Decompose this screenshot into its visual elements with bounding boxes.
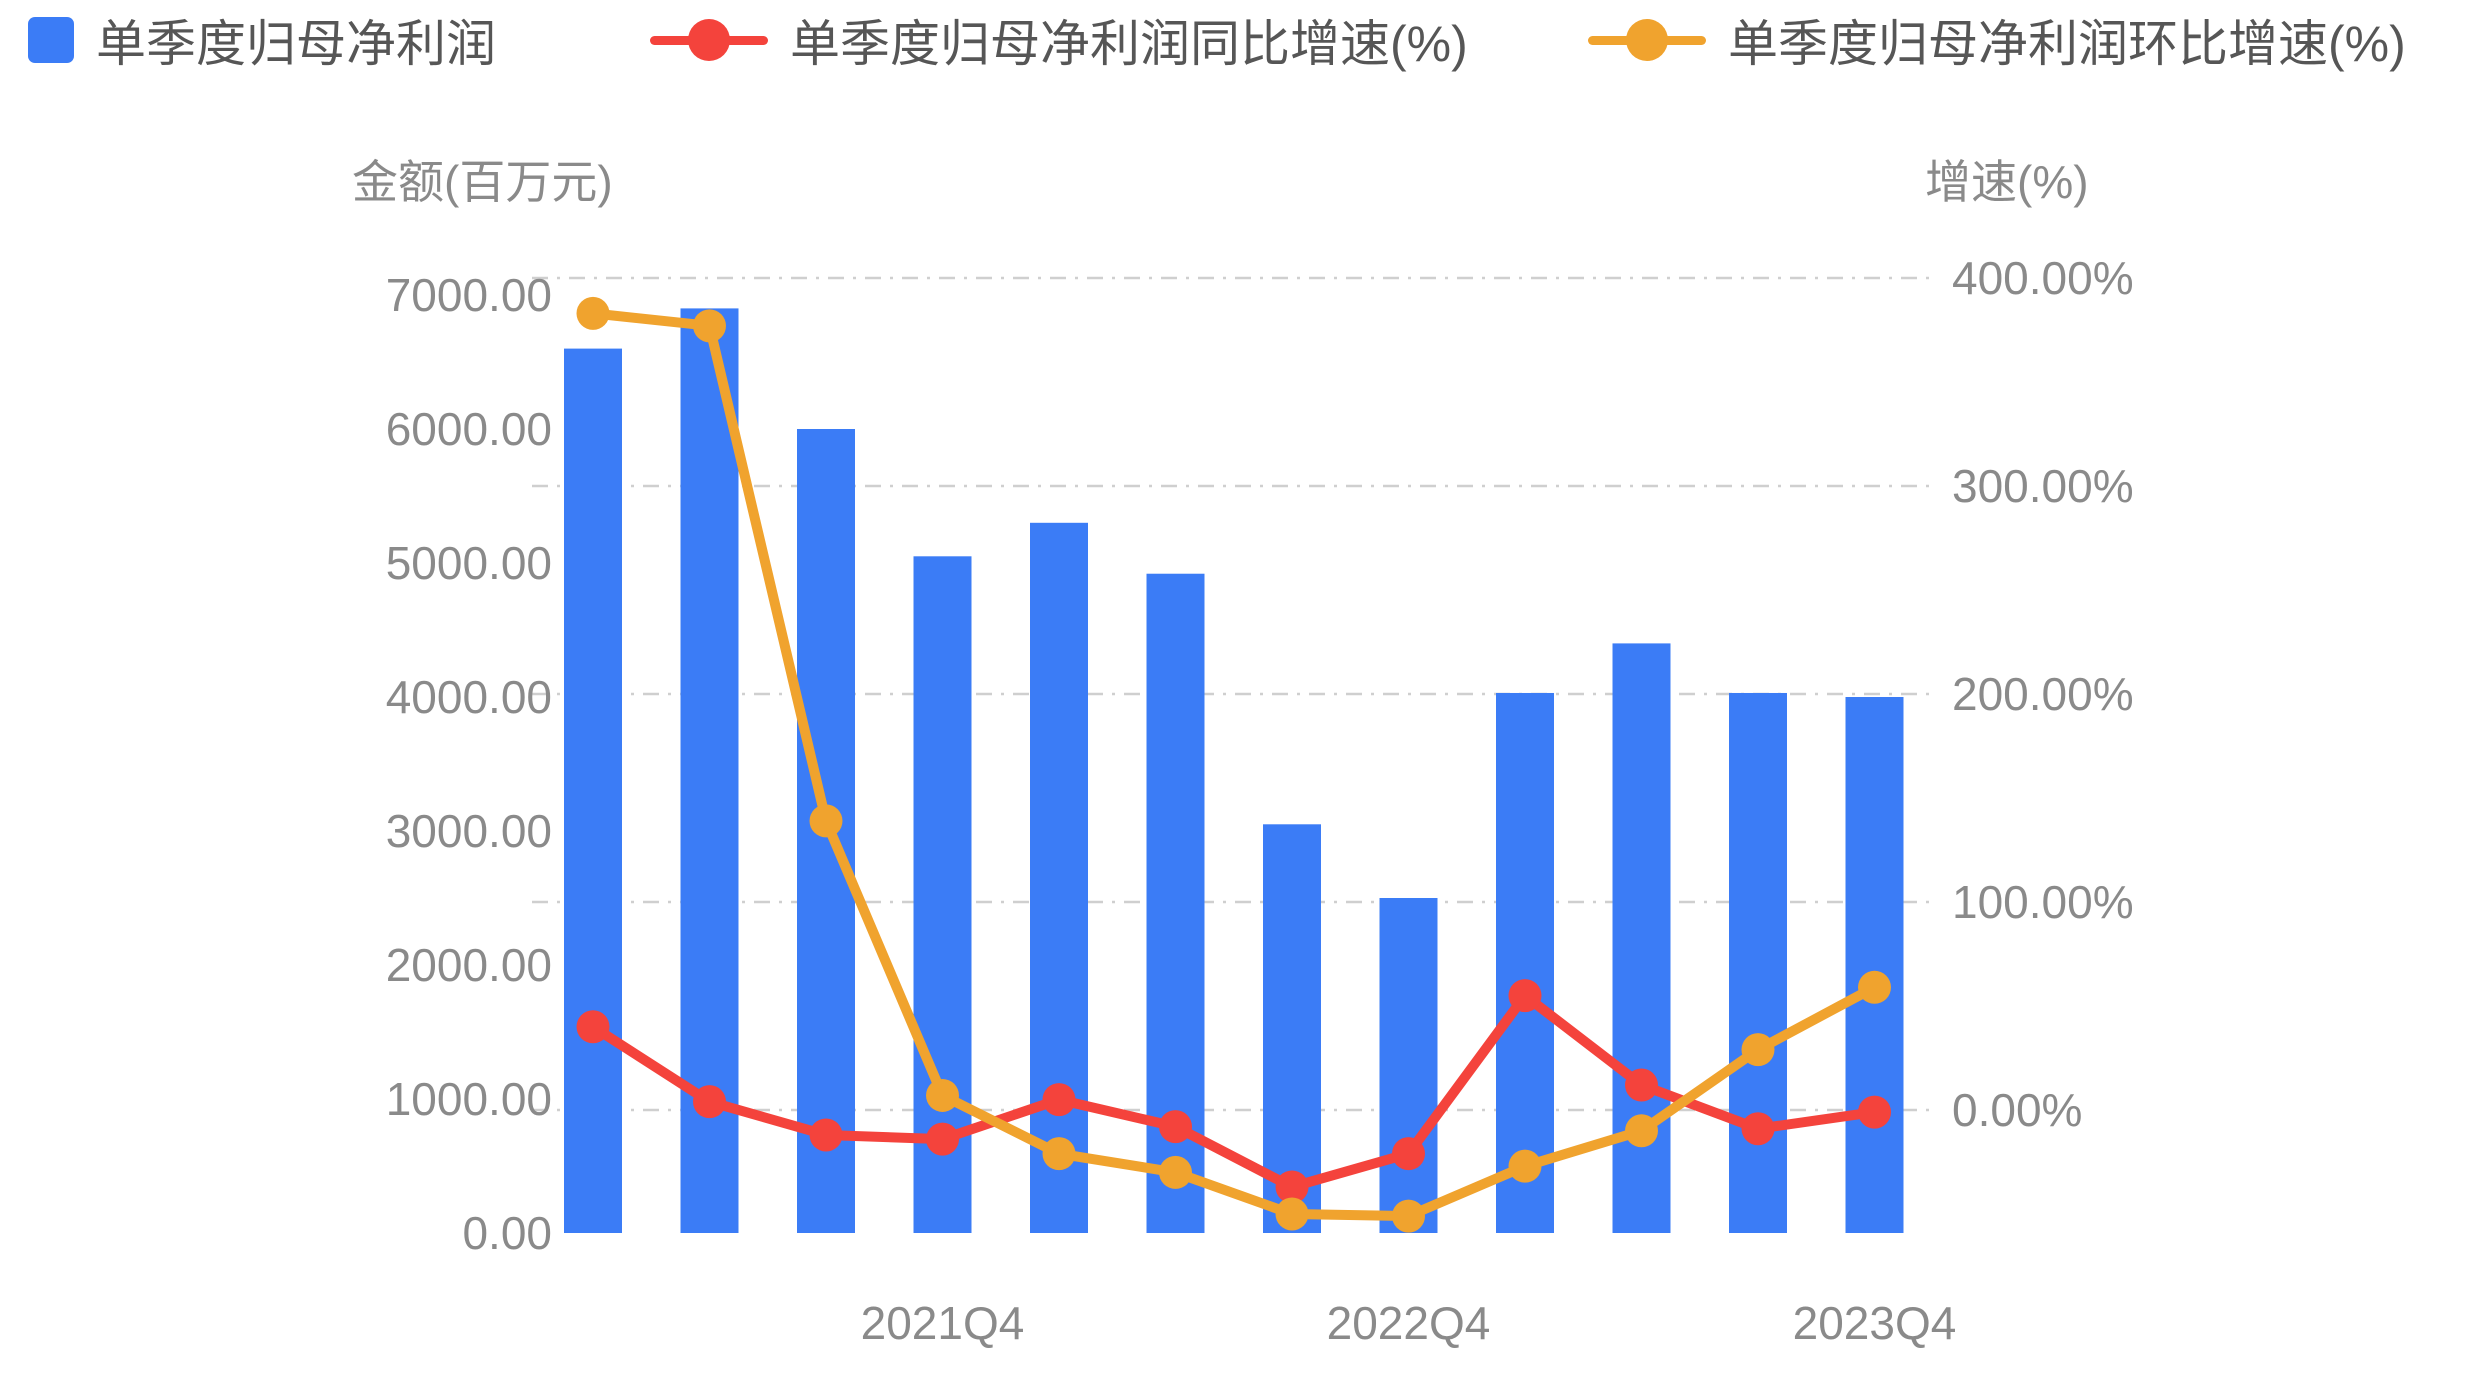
- qoq-marker-2021Q1: [576, 296, 610, 330]
- left-axis-tick-label: 7000.00: [385, 269, 552, 321]
- bar-2022Q3: [1263, 824, 1321, 1233]
- legend-label: 单季度归母净利润环比增速(%): [1728, 16, 2406, 72]
- qoq-marker-2021Q4: [926, 1078, 959, 1112]
- right-axis-tick-label: 200.00%: [1952, 668, 2134, 720]
- bar-2022Q1: [1030, 522, 1088, 1233]
- yoy-marker-2022Q3: [1275, 1170, 1309, 1204]
- left-axis-tick-label: 3000.00: [385, 805, 552, 857]
- qoq-marker-2021Q2: [693, 309, 726, 343]
- line-marker-icon: [650, 17, 768, 63]
- right-axis-tick-label: 100.00%: [1952, 876, 2134, 928]
- bar-2021Q4: [913, 556, 972, 1233]
- bar-2023Q1: [1496, 692, 1554, 1233]
- x-axis-tick-label: 2021Q4: [860, 1297, 1025, 1349]
- left-axis-tick-label: 5000.00: [385, 537, 552, 589]
- bar-2023Q4: [1845, 697, 1904, 1233]
- yoy-marker-2021Q4: [926, 1122, 959, 1156]
- bar-series-swatch-icon: [28, 17, 74, 63]
- right-axis-tick-label: 400.00%: [1952, 252, 2134, 304]
- bar-2023Q3: [1729, 692, 1787, 1233]
- qoq-marker-2022Q4: [1392, 1199, 1425, 1233]
- bar-2021Q1: [564, 348, 622, 1234]
- left-axis-tick-label: 1000.00: [385, 1073, 552, 1125]
- legend-item-yoy-growth[interactable]: 单季度归母净利润同比增速(%): [650, 14, 1468, 72]
- legend-item-net-profit[interactable]: 单季度归母净利润: [28, 14, 496, 72]
- yoy-marker-2023Q4: [1858, 1095, 1891, 1129]
- bar-2021Q2: [680, 308, 739, 1233]
- right-axis-tick-label: 0.00%: [1952, 1084, 2083, 1136]
- right-axis-tick-label: 300.00%: [1952, 460, 2134, 512]
- qoq-marker-2022Q3: [1275, 1197, 1309, 1231]
- yoy-marker-2022Q1: [1042, 1083, 1076, 1117]
- qoq-marker-2023Q1: [1508, 1149, 1542, 1183]
- yoy-marker-2023Q3: [1741, 1112, 1775, 1146]
- left-axis-title: 金额(百万元): [352, 156, 613, 208]
- bar-2022Q4: [1379, 898, 1438, 1233]
- yoy-marker-2021Q1: [576, 1010, 610, 1044]
- qoq-marker-2023Q2: [1625, 1114, 1658, 1148]
- x-axis-tick-label: 2023Q4: [1792, 1297, 1957, 1349]
- legend-label: 单季度归母净利润: [96, 16, 496, 72]
- yoy-line: [588, 990, 1880, 1192]
- yoy-marker-2022Q4: [1392, 1137, 1425, 1171]
- x-axis-tick-label: 2022Q4: [1326, 1297, 1491, 1349]
- qoq-marker-2022Q1: [1042, 1137, 1076, 1171]
- qoq-marker-2022Q2: [1159, 1155, 1192, 1189]
- qoq-line: [588, 308, 1880, 1222]
- line-marker-icon: [1588, 17, 1706, 63]
- qoq-marker-2023Q3: [1741, 1033, 1775, 1067]
- left-axis-tick-label: 2000.00: [385, 939, 552, 991]
- legend-item-qoq-growth[interactable]: 单季度归母净利润环比增速(%): [1588, 14, 2406, 72]
- qoq-marker-2021Q3: [809, 804, 843, 838]
- yoy-marker-2021Q2: [693, 1085, 726, 1119]
- legend-label: 单季度归母净利润同比增速(%): [790, 16, 1468, 72]
- yoy-marker-2022Q2: [1159, 1110, 1192, 1144]
- qoq-marker-2023Q4: [1858, 970, 1891, 1004]
- yoy-marker-2023Q1: [1508, 979, 1542, 1013]
- left-axis-tick-label: 0.00: [462, 1207, 552, 1259]
- left-axis-tick-label: 6000.00: [385, 403, 552, 455]
- right-axis-title: 增速(%): [1925, 156, 2089, 208]
- left-axis-tick-label: 4000.00: [385, 671, 552, 723]
- yoy-marker-2021Q3: [809, 1118, 843, 1152]
- yoy-marker-2023Q2: [1625, 1068, 1658, 1102]
